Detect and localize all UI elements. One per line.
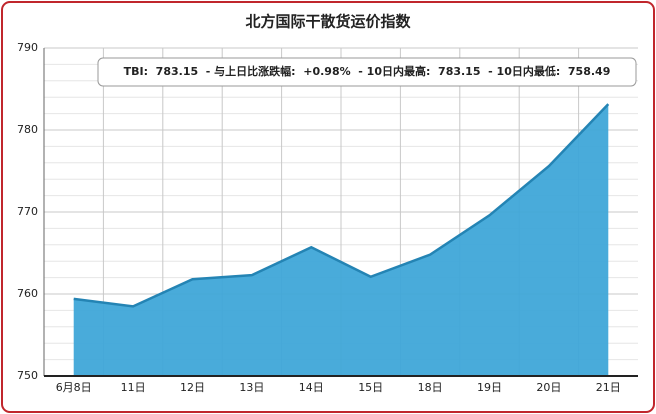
y-tick-label: 790 <box>17 41 38 54</box>
line <box>73 103 610 308</box>
area <box>73 104 609 377</box>
x-tick-label: 18日 <box>418 381 443 394</box>
x-tick-label: 21日 <box>596 381 621 394</box>
x-tick-label: 6月8日 <box>56 381 92 394</box>
x-tick-label: 11日 <box>121 381 146 394</box>
y-tick-label: 770 <box>17 205 38 218</box>
annotation-box <box>97 57 637 87</box>
annotation: TBI: 783.15 - 与上日比涨跌幅: +0.98% - 10日内最高: … <box>124 64 611 78</box>
x-tick-label: 13日 <box>239 381 264 394</box>
x-tick-label: 15日 <box>358 381 383 394</box>
chart-title: 北方国际干散货运价指数 <box>245 13 411 31</box>
x-tick-label: 12日 <box>180 381 205 394</box>
y-tick-label: 760 <box>17 287 38 300</box>
x-tick-label: 19日 <box>477 381 502 394</box>
x-tick-label: 20日 <box>536 381 561 394</box>
y-tick-label: 780 <box>17 123 38 136</box>
x-tick-label: 14日 <box>299 381 324 394</box>
y-tick-label: 750 <box>17 369 38 382</box>
